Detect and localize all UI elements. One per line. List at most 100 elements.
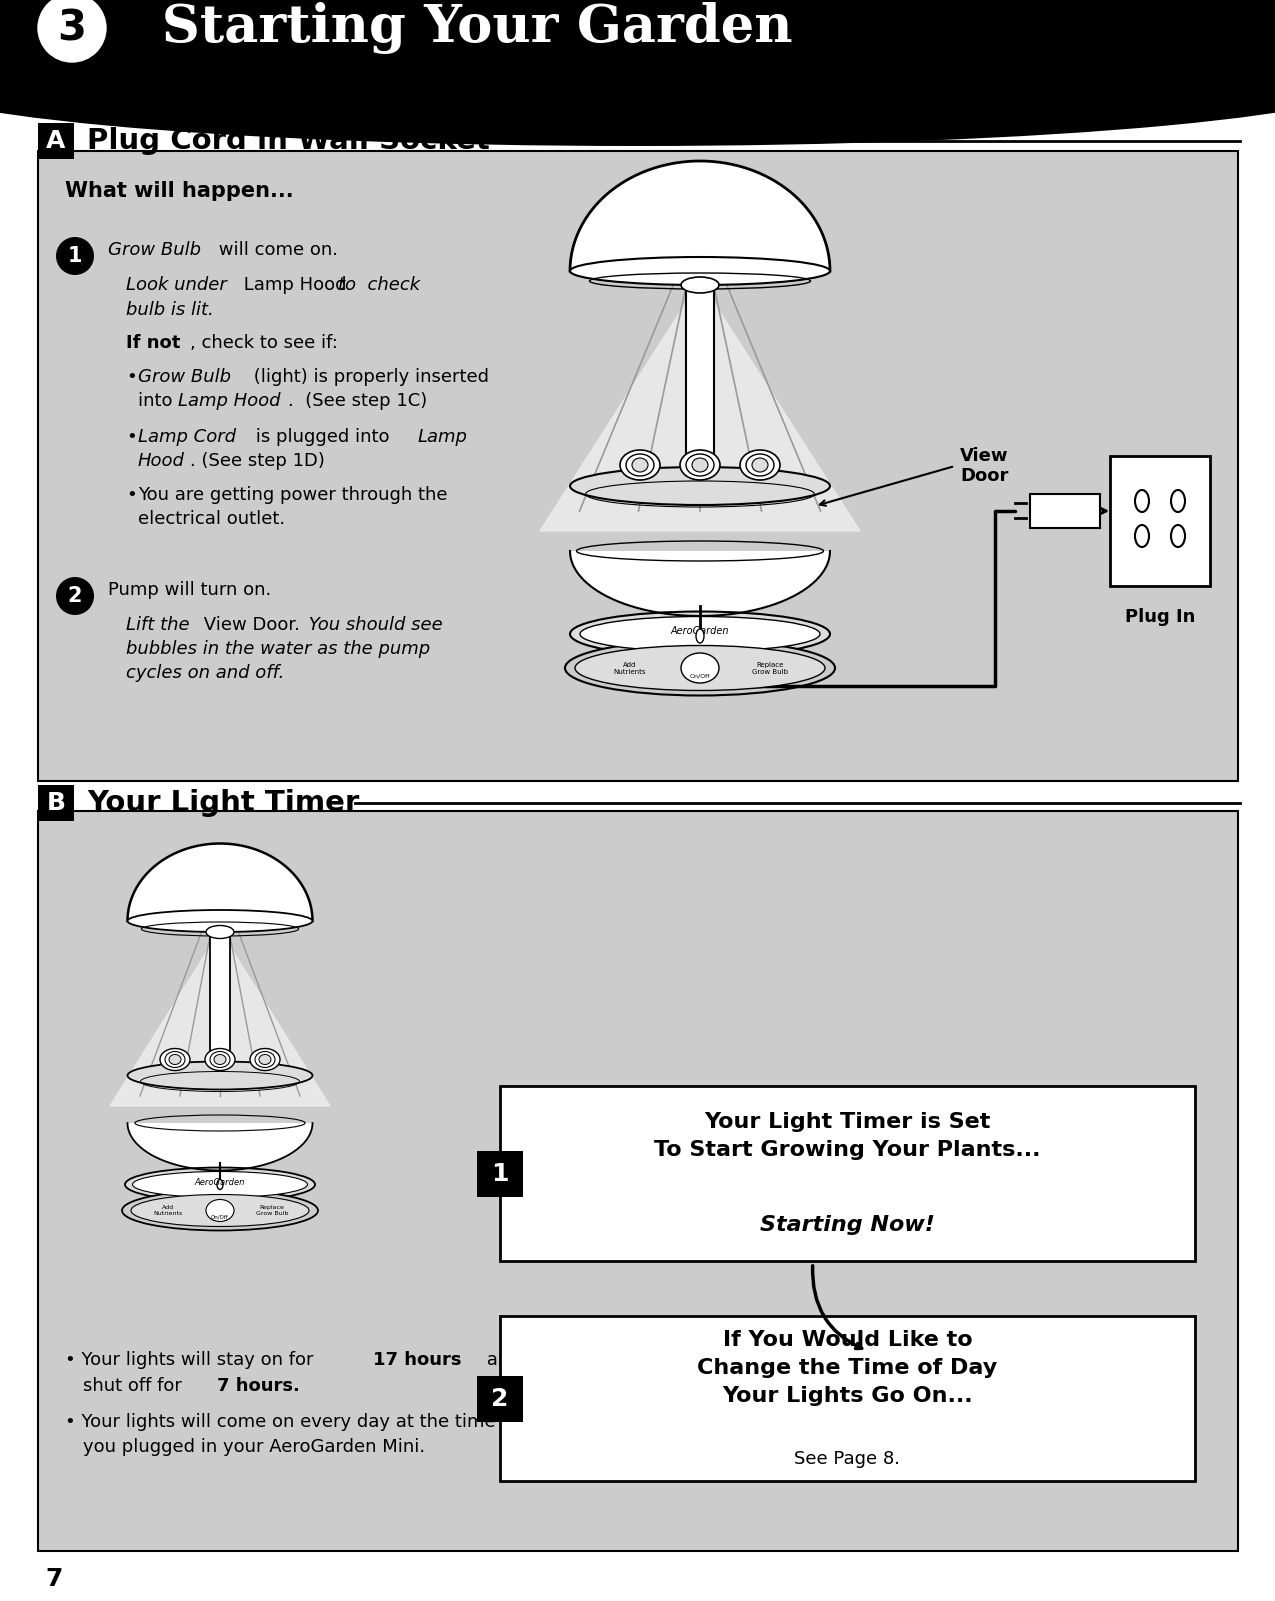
Ellipse shape <box>214 1055 226 1065</box>
Text: you plugged in your AeroGarden Mini.: you plugged in your AeroGarden Mini. <box>83 1438 425 1455</box>
Text: shut off for: shut off for <box>83 1377 187 1394</box>
Text: is plugged into: is plugged into <box>250 427 395 447</box>
Text: .  (See step 1C): . (See step 1C) <box>288 392 427 410</box>
Ellipse shape <box>626 455 654 475</box>
Text: Your Light Timer is Set
To Start Growing Your Plants...: Your Light Timer is Set To Start Growing… <box>654 1113 1040 1161</box>
Text: into: into <box>138 392 178 410</box>
Bar <box>1030 495 1100 528</box>
Ellipse shape <box>1170 525 1184 548</box>
Text: 1: 1 <box>491 1162 509 1186</box>
Ellipse shape <box>632 458 648 472</box>
Text: • Your lights will come on every day at the time: • Your lights will come on every day at … <box>65 1414 496 1431</box>
Circle shape <box>56 576 94 615</box>
Text: On/Off: On/Off <box>212 1214 230 1218</box>
Ellipse shape <box>752 458 768 472</box>
Ellipse shape <box>1170 490 1184 512</box>
Text: Add
Nutrients: Add Nutrients <box>613 661 646 674</box>
Polygon shape <box>128 1122 312 1170</box>
Text: Plug Cord in Wall Socket: Plug Cord in Wall Socket <box>87 126 490 155</box>
Text: . (See step 1D): . (See step 1D) <box>190 451 325 471</box>
Text: •: • <box>126 487 136 504</box>
Text: 2: 2 <box>491 1386 509 1410</box>
Text: What will happen...: What will happen... <box>65 181 293 202</box>
Text: Plug In: Plug In <box>1125 608 1195 626</box>
Text: B: B <box>46 791 65 815</box>
Ellipse shape <box>131 1194 309 1226</box>
Bar <box>38 123 74 158</box>
Ellipse shape <box>620 450 660 480</box>
Ellipse shape <box>164 1052 185 1068</box>
Circle shape <box>38 0 106 62</box>
Text: View
Door: View Door <box>960 447 1009 485</box>
Text: 7 hours.: 7 hours. <box>217 1377 300 1394</box>
Ellipse shape <box>128 1061 312 1090</box>
Ellipse shape <box>681 653 719 684</box>
Text: 17 hours: 17 hours <box>374 1351 462 1369</box>
Text: bulb is lit.: bulb is lit. <box>126 301 214 319</box>
Ellipse shape <box>133 1172 307 1198</box>
Polygon shape <box>570 551 830 616</box>
Text: cycles on and off.: cycles on and off. <box>126 664 284 682</box>
Text: , check to see if:: , check to see if: <box>190 335 338 352</box>
Text: View Door.: View Door. <box>198 616 300 634</box>
Text: You are getting power through the: You are getting power through the <box>138 487 448 504</box>
Polygon shape <box>128 844 312 921</box>
Bar <box>0 0 1275 75</box>
Text: • Your lights will stay on for: • Your lights will stay on for <box>65 1351 319 1369</box>
Ellipse shape <box>570 612 830 656</box>
Ellipse shape <box>0 6 1275 146</box>
Ellipse shape <box>207 1199 235 1222</box>
Bar <box>210 932 229 1081</box>
Ellipse shape <box>575 645 825 690</box>
Text: •: • <box>126 427 136 447</box>
Text: will come on.: will come on. <box>213 242 338 259</box>
Ellipse shape <box>210 1052 229 1068</box>
Text: AeroGarden: AeroGarden <box>195 1178 245 1186</box>
Text: A: A <box>46 130 66 154</box>
Ellipse shape <box>1135 525 1149 548</box>
Text: Starting Your Garden: Starting Your Garden <box>125 2 793 54</box>
Ellipse shape <box>570 467 830 504</box>
Text: electrical outlet.: electrical outlet. <box>138 511 286 528</box>
Text: (light) is properly inserted: (light) is properly inserted <box>249 368 490 386</box>
Circle shape <box>56 237 94 275</box>
Text: Replace
Grow Bulb: Replace Grow Bulb <box>752 661 788 674</box>
Text: Lamp Hood: Lamp Hood <box>238 275 352 295</box>
Ellipse shape <box>125 1167 315 1201</box>
Polygon shape <box>541 282 861 532</box>
Text: 2: 2 <box>68 586 83 607</box>
Text: and will: and will <box>481 1351 556 1369</box>
Text: •: • <box>126 368 136 386</box>
Ellipse shape <box>692 458 708 472</box>
Ellipse shape <box>740 450 780 480</box>
Bar <box>477 1151 523 1198</box>
Ellipse shape <box>159 1049 190 1071</box>
Ellipse shape <box>686 455 714 475</box>
Text: bubbles in the water as the pump: bubbles in the water as the pump <box>126 640 430 658</box>
Bar <box>38 784 74 821</box>
Bar <box>1111 456 1210 586</box>
Ellipse shape <box>565 640 835 695</box>
Ellipse shape <box>205 1049 235 1071</box>
Ellipse shape <box>128 909 312 932</box>
Text: Pump will turn on.: Pump will turn on. <box>108 581 272 599</box>
Polygon shape <box>110 932 330 1106</box>
Text: Look under: Look under <box>126 275 227 295</box>
Text: 1: 1 <box>68 247 83 266</box>
Ellipse shape <box>570 258 830 285</box>
Ellipse shape <box>207 925 235 938</box>
Text: You should see: You should see <box>303 616 442 634</box>
Text: Grow Bulb: Grow Bulb <box>138 368 231 386</box>
Bar <box>686 285 714 492</box>
Ellipse shape <box>746 455 774 475</box>
Text: 3: 3 <box>57 6 87 50</box>
Text: 7: 7 <box>45 1567 62 1591</box>
Bar <box>500 1316 1195 1481</box>
Text: Lamp Hood: Lamp Hood <box>179 392 280 410</box>
Ellipse shape <box>122 1191 317 1231</box>
Text: Grow Bulb: Grow Bulb <box>108 242 201 259</box>
Text: Starting Now!: Starting Now! <box>760 1215 935 1234</box>
Text: If not: If not <box>126 335 180 352</box>
Bar <box>500 1085 1195 1262</box>
Ellipse shape <box>696 629 704 644</box>
